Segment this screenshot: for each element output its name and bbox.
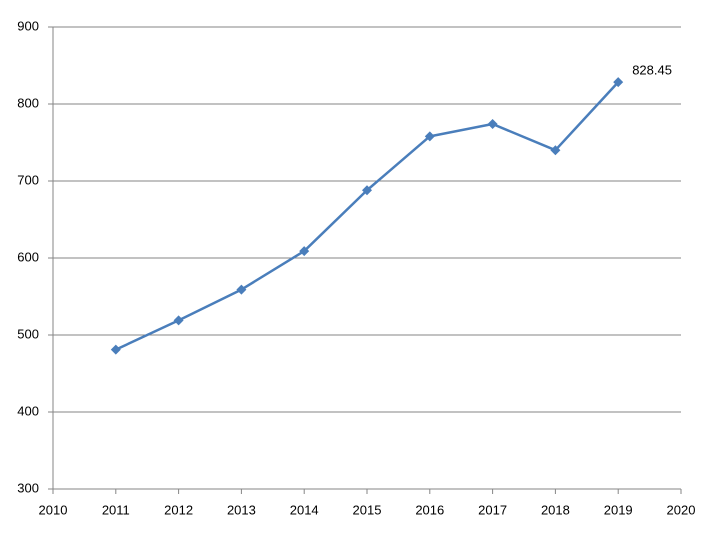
- x-tick-label: 2014: [290, 502, 319, 517]
- x-tick-label: 2020: [667, 502, 696, 517]
- y-tick-label: 600: [17, 249, 39, 264]
- y-tick-label: 900: [17, 18, 39, 33]
- x-tick-label: 2017: [478, 502, 507, 517]
- data-label: 828.45: [632, 63, 672, 78]
- x-tick-label: 2019: [604, 502, 633, 517]
- x-tick-label: 2016: [415, 502, 444, 517]
- marker: [613, 77, 624, 88]
- marker: [173, 315, 184, 326]
- y-tick-label: 500: [17, 326, 39, 341]
- y-tick-label: 400: [17, 403, 39, 418]
- y-tick-label: 700: [17, 172, 39, 187]
- marker: [236, 284, 247, 295]
- x-tick-label: 2015: [353, 502, 382, 517]
- x-tick-label: 2012: [164, 502, 193, 517]
- x-tick-label: 2018: [541, 502, 570, 517]
- x-tick-label: 2010: [39, 502, 68, 517]
- marker: [550, 145, 561, 156]
- y-tick-label: 800: [17, 95, 39, 110]
- marker: [110, 344, 121, 355]
- marker: [299, 246, 310, 257]
- data-line: [115, 81, 620, 351]
- marker: [424, 131, 435, 142]
- y-tick-label: 300: [17, 480, 39, 495]
- x-tick-label: 2011: [102, 502, 130, 517]
- marker: [487, 119, 498, 130]
- marker: [362, 185, 372, 196]
- x-tick-label: 2013: [227, 502, 256, 517]
